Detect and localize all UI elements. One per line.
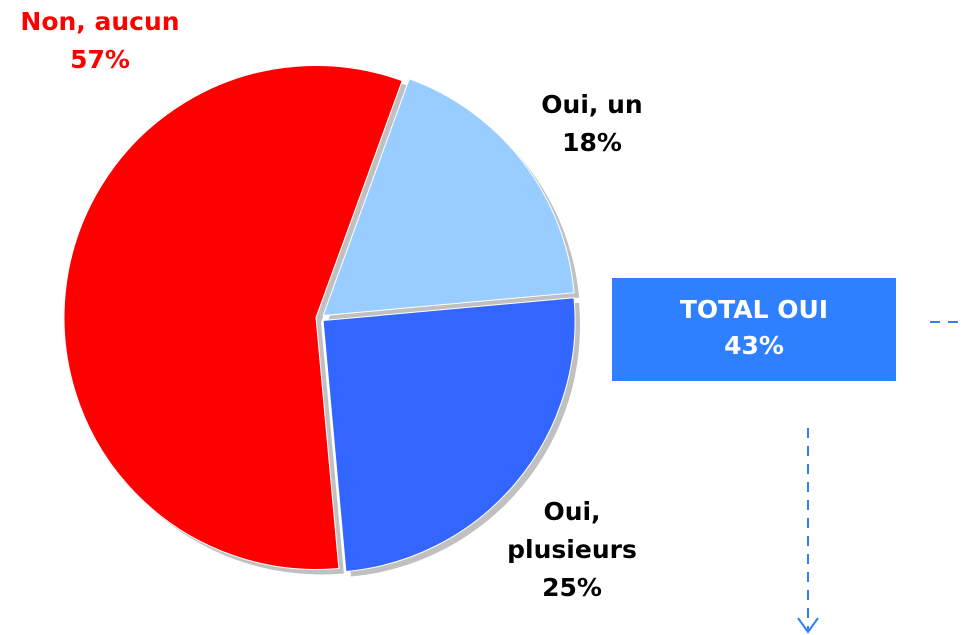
value-label: 57% [70, 45, 130, 74]
arrow-head [797, 617, 819, 634]
slice-label: Oui, un 18% [512, 86, 672, 162]
total-value: 43% [724, 331, 784, 360]
pie-slice [322, 78, 575, 317]
category-label: Non, aucun [20, 7, 180, 36]
category-label: Oui, plusieurs [507, 497, 637, 564]
value-label: 25% [542, 573, 602, 602]
slice-label: Non, aucun 57% [0, 3, 210, 79]
category-label: Oui, un [541, 90, 643, 119]
total-label: TOTAL OUI [679, 295, 829, 324]
value-label: 18% [562, 128, 622, 157]
total-box: TOTAL OUI 43% [612, 278, 896, 381]
pie-slice [322, 297, 576, 573]
pie-slice [63, 65, 403, 570]
slice-label: Oui, plusieurs 25% [492, 493, 652, 607]
